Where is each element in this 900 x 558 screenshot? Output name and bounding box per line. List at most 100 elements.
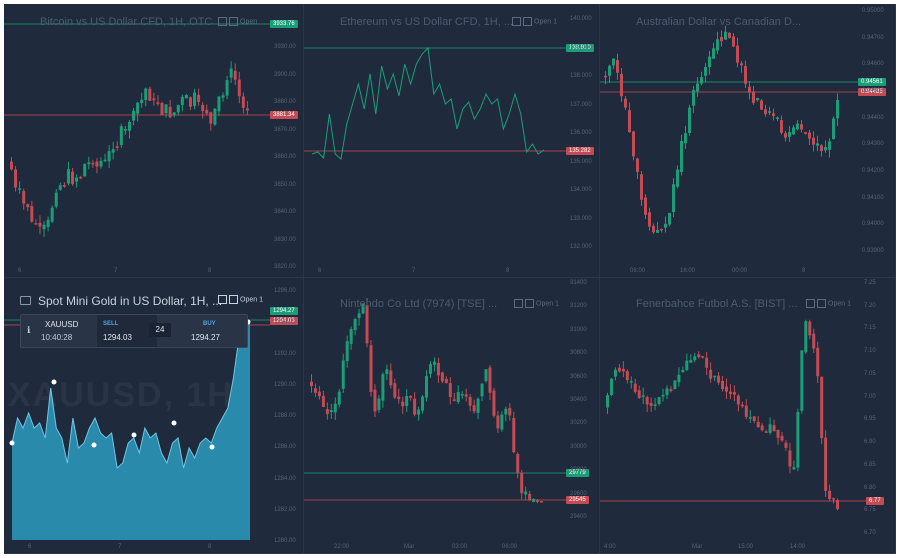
y-tick-label: 30200 bbox=[570, 420, 587, 427]
candle-body bbox=[717, 375, 721, 383]
candle-body bbox=[656, 229, 659, 233]
candle-body bbox=[229, 68, 233, 78]
panel-btc[interactable]: Bitcoin vs US Dollar CFD, 1H, OTC Open 3… bbox=[4, 4, 304, 278]
candle-body bbox=[720, 37, 723, 42]
candle-body bbox=[480, 383, 484, 397]
candle-body bbox=[225, 80, 229, 96]
candle-body bbox=[684, 133, 687, 144]
candle-body bbox=[99, 160, 103, 167]
candle-body bbox=[321, 395, 325, 407]
candle-body bbox=[697, 354, 701, 357]
price-tag-buy: 1294.27 bbox=[270, 307, 298, 315]
y-tick-label: 1290.00 bbox=[274, 381, 296, 388]
candle-body bbox=[632, 131, 635, 157]
y-tick-label: 29600 bbox=[570, 490, 587, 497]
candle-body bbox=[760, 100, 763, 110]
y-tick-label: 1296.00 bbox=[274, 288, 296, 294]
panel-title: Nintendo Co Ltd (7974) [TSE] ... bbox=[340, 298, 498, 310]
candle-body bbox=[421, 396, 425, 411]
candle-body bbox=[365, 305, 369, 344]
y-tick-label: 0.94600 bbox=[862, 61, 884, 68]
candle-body bbox=[832, 498, 836, 500]
candle-body bbox=[345, 341, 349, 362]
candle-body bbox=[617, 367, 621, 372]
price-tag: 6.77 bbox=[866, 497, 884, 505]
chart-icon bbox=[20, 296, 31, 305]
candle-body bbox=[836, 500, 840, 510]
candle-body bbox=[701, 356, 705, 358]
candle-body bbox=[22, 190, 26, 204]
candle-body bbox=[160, 102, 164, 116]
panel-gold[interactable]: XAUUSD, 1H Spot Mini Gold in US Dollar, … bbox=[4, 278, 304, 554]
y-tick-label: 140.000 bbox=[570, 16, 592, 22]
candle-body bbox=[633, 383, 637, 392]
candle-body bbox=[824, 437, 828, 491]
candle-body bbox=[812, 137, 815, 145]
panel-eth[interactable]: Ethereum vs US Dollar CFD, 1H, ... Open … bbox=[304, 4, 600, 278]
x-tick-label: 8 bbox=[208, 544, 212, 550]
close-icon[interactable] bbox=[523, 17, 532, 26]
candle-body bbox=[237, 79, 241, 97]
info-icon[interactable]: ℹ bbox=[27, 325, 31, 335]
quantity-input[interactable]: 24 bbox=[149, 323, 171, 337]
y-tick-label: 30400 bbox=[570, 397, 587, 403]
settings-icon[interactable] bbox=[218, 17, 227, 26]
candle-body bbox=[83, 163, 87, 177]
close-icon[interactable] bbox=[817, 299, 826, 308]
candle-body bbox=[123, 129, 127, 131]
candle-body bbox=[752, 91, 755, 103]
panel-fenerbahce[interactable]: Fenerbahce Futbol A.S. [BIST] ... Open 1… bbox=[600, 278, 896, 554]
candle-body bbox=[140, 99, 144, 104]
candle-body bbox=[604, 75, 607, 78]
candle-body bbox=[188, 97, 192, 107]
candle-body bbox=[432, 361, 436, 365]
y-tick-label: 0.95000 bbox=[862, 8, 884, 14]
candle-body bbox=[606, 395, 609, 408]
panel-nintendo[interactable]: Nintendo Co Ltd (7974) [TSE] ... Open 1 … bbox=[304, 278, 600, 554]
candle-body bbox=[624, 98, 627, 108]
y-tick-label: 1288.00 bbox=[274, 413, 296, 419]
sell-button[interactable]: SELL 1294.03 bbox=[97, 315, 157, 347]
price-line-series bbox=[311, 46, 545, 160]
price-tag-a: 29779 bbox=[566, 469, 589, 477]
candle-body bbox=[148, 88, 152, 101]
candle-body bbox=[705, 357, 709, 368]
y-tick-label: 3930.00 bbox=[274, 44, 296, 50]
open-label: Open 1 bbox=[536, 300, 559, 308]
candle-body bbox=[213, 108, 217, 125]
candle-body bbox=[804, 132, 807, 134]
y-tick-label: 1294.00 bbox=[274, 319, 296, 326]
y-tick-label: 136.000 bbox=[570, 130, 592, 136]
y-tick-label: 6.75 bbox=[864, 507, 876, 514]
price-area bbox=[12, 320, 250, 540]
candle-body bbox=[784, 442, 788, 448]
candle-body bbox=[724, 31, 727, 40]
panel-aud[interactable]: Australian Dollar vs Canadian D... 0.945… bbox=[600, 4, 896, 278]
candle-body bbox=[700, 77, 703, 84]
sell-label: SELL bbox=[103, 321, 119, 327]
candle-body bbox=[500, 414, 504, 430]
price-tag-current: 3881.34 bbox=[270, 111, 298, 119]
settings-icon[interactable] bbox=[218, 295, 227, 304]
y-tick-label: 0.94300 bbox=[862, 141, 884, 148]
candle-body bbox=[172, 112, 176, 116]
candle-body bbox=[341, 360, 345, 389]
settings-icon[interactable] bbox=[512, 17, 521, 26]
candle-body bbox=[764, 431, 768, 433]
x-tick-label: 6 bbox=[28, 544, 32, 550]
settings-icon[interactable] bbox=[806, 299, 815, 308]
buy-price[interactable]: 1294.27 bbox=[191, 333, 220, 342]
trade-symbol: XAUUSD bbox=[45, 320, 79, 329]
close-icon[interactable] bbox=[229, 295, 238, 304]
close-icon[interactable] bbox=[229, 17, 238, 26]
candle-body bbox=[616, 60, 619, 73]
candle-body bbox=[756, 421, 760, 428]
settings-icon[interactable] bbox=[514, 299, 523, 308]
buy-label[interactable]: BUY bbox=[203, 321, 216, 327]
price-tag-current: 135.282 bbox=[566, 147, 594, 155]
candle-body bbox=[800, 124, 803, 130]
candle-body bbox=[152, 98, 156, 101]
candle-body bbox=[472, 405, 476, 412]
candle-body bbox=[673, 380, 677, 390]
close-icon[interactable] bbox=[525, 299, 534, 308]
